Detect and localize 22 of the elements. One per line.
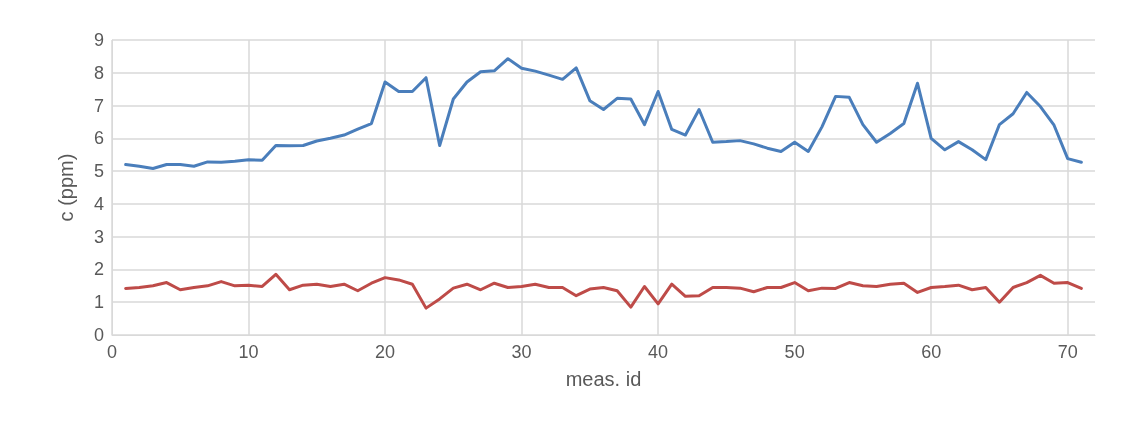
line-series — [124, 272, 1083, 310]
x-axis-title: meas. id — [565, 368, 642, 390]
x-tick-label: 0 — [106, 342, 118, 362]
y-tick-label: 9 — [93, 30, 104, 50]
y-tick-label: 2 — [93, 259, 104, 280]
y-axis-title: c (ppm) — [55, 153, 77, 222]
y-tick-label: 8 — [93, 62, 104, 83]
x-tick-label: 60 — [921, 342, 942, 362]
x-tick-label: 10 — [238, 342, 259, 362]
y-tick-label: 7 — [93, 95, 104, 116]
x-tick-label: 50 — [784, 342, 805, 362]
y-tick-label: 0 — [93, 325, 104, 345]
y-tick-label: 1 — [93, 292, 104, 313]
y-tick-label: 6 — [93, 128, 104, 149]
x-tick-label: 30 — [511, 342, 532, 362]
y-tick-label: 3 — [93, 226, 104, 247]
line-series — [124, 57, 1083, 170]
x-tick-label: 40 — [648, 342, 669, 362]
y-tick-label: 5 — [93, 161, 104, 182]
y-tick-label: 4 — [93, 193, 104, 214]
x-tick-label: 20 — [375, 342, 396, 362]
x-tick-label: 70 — [1057, 342, 1078, 362]
